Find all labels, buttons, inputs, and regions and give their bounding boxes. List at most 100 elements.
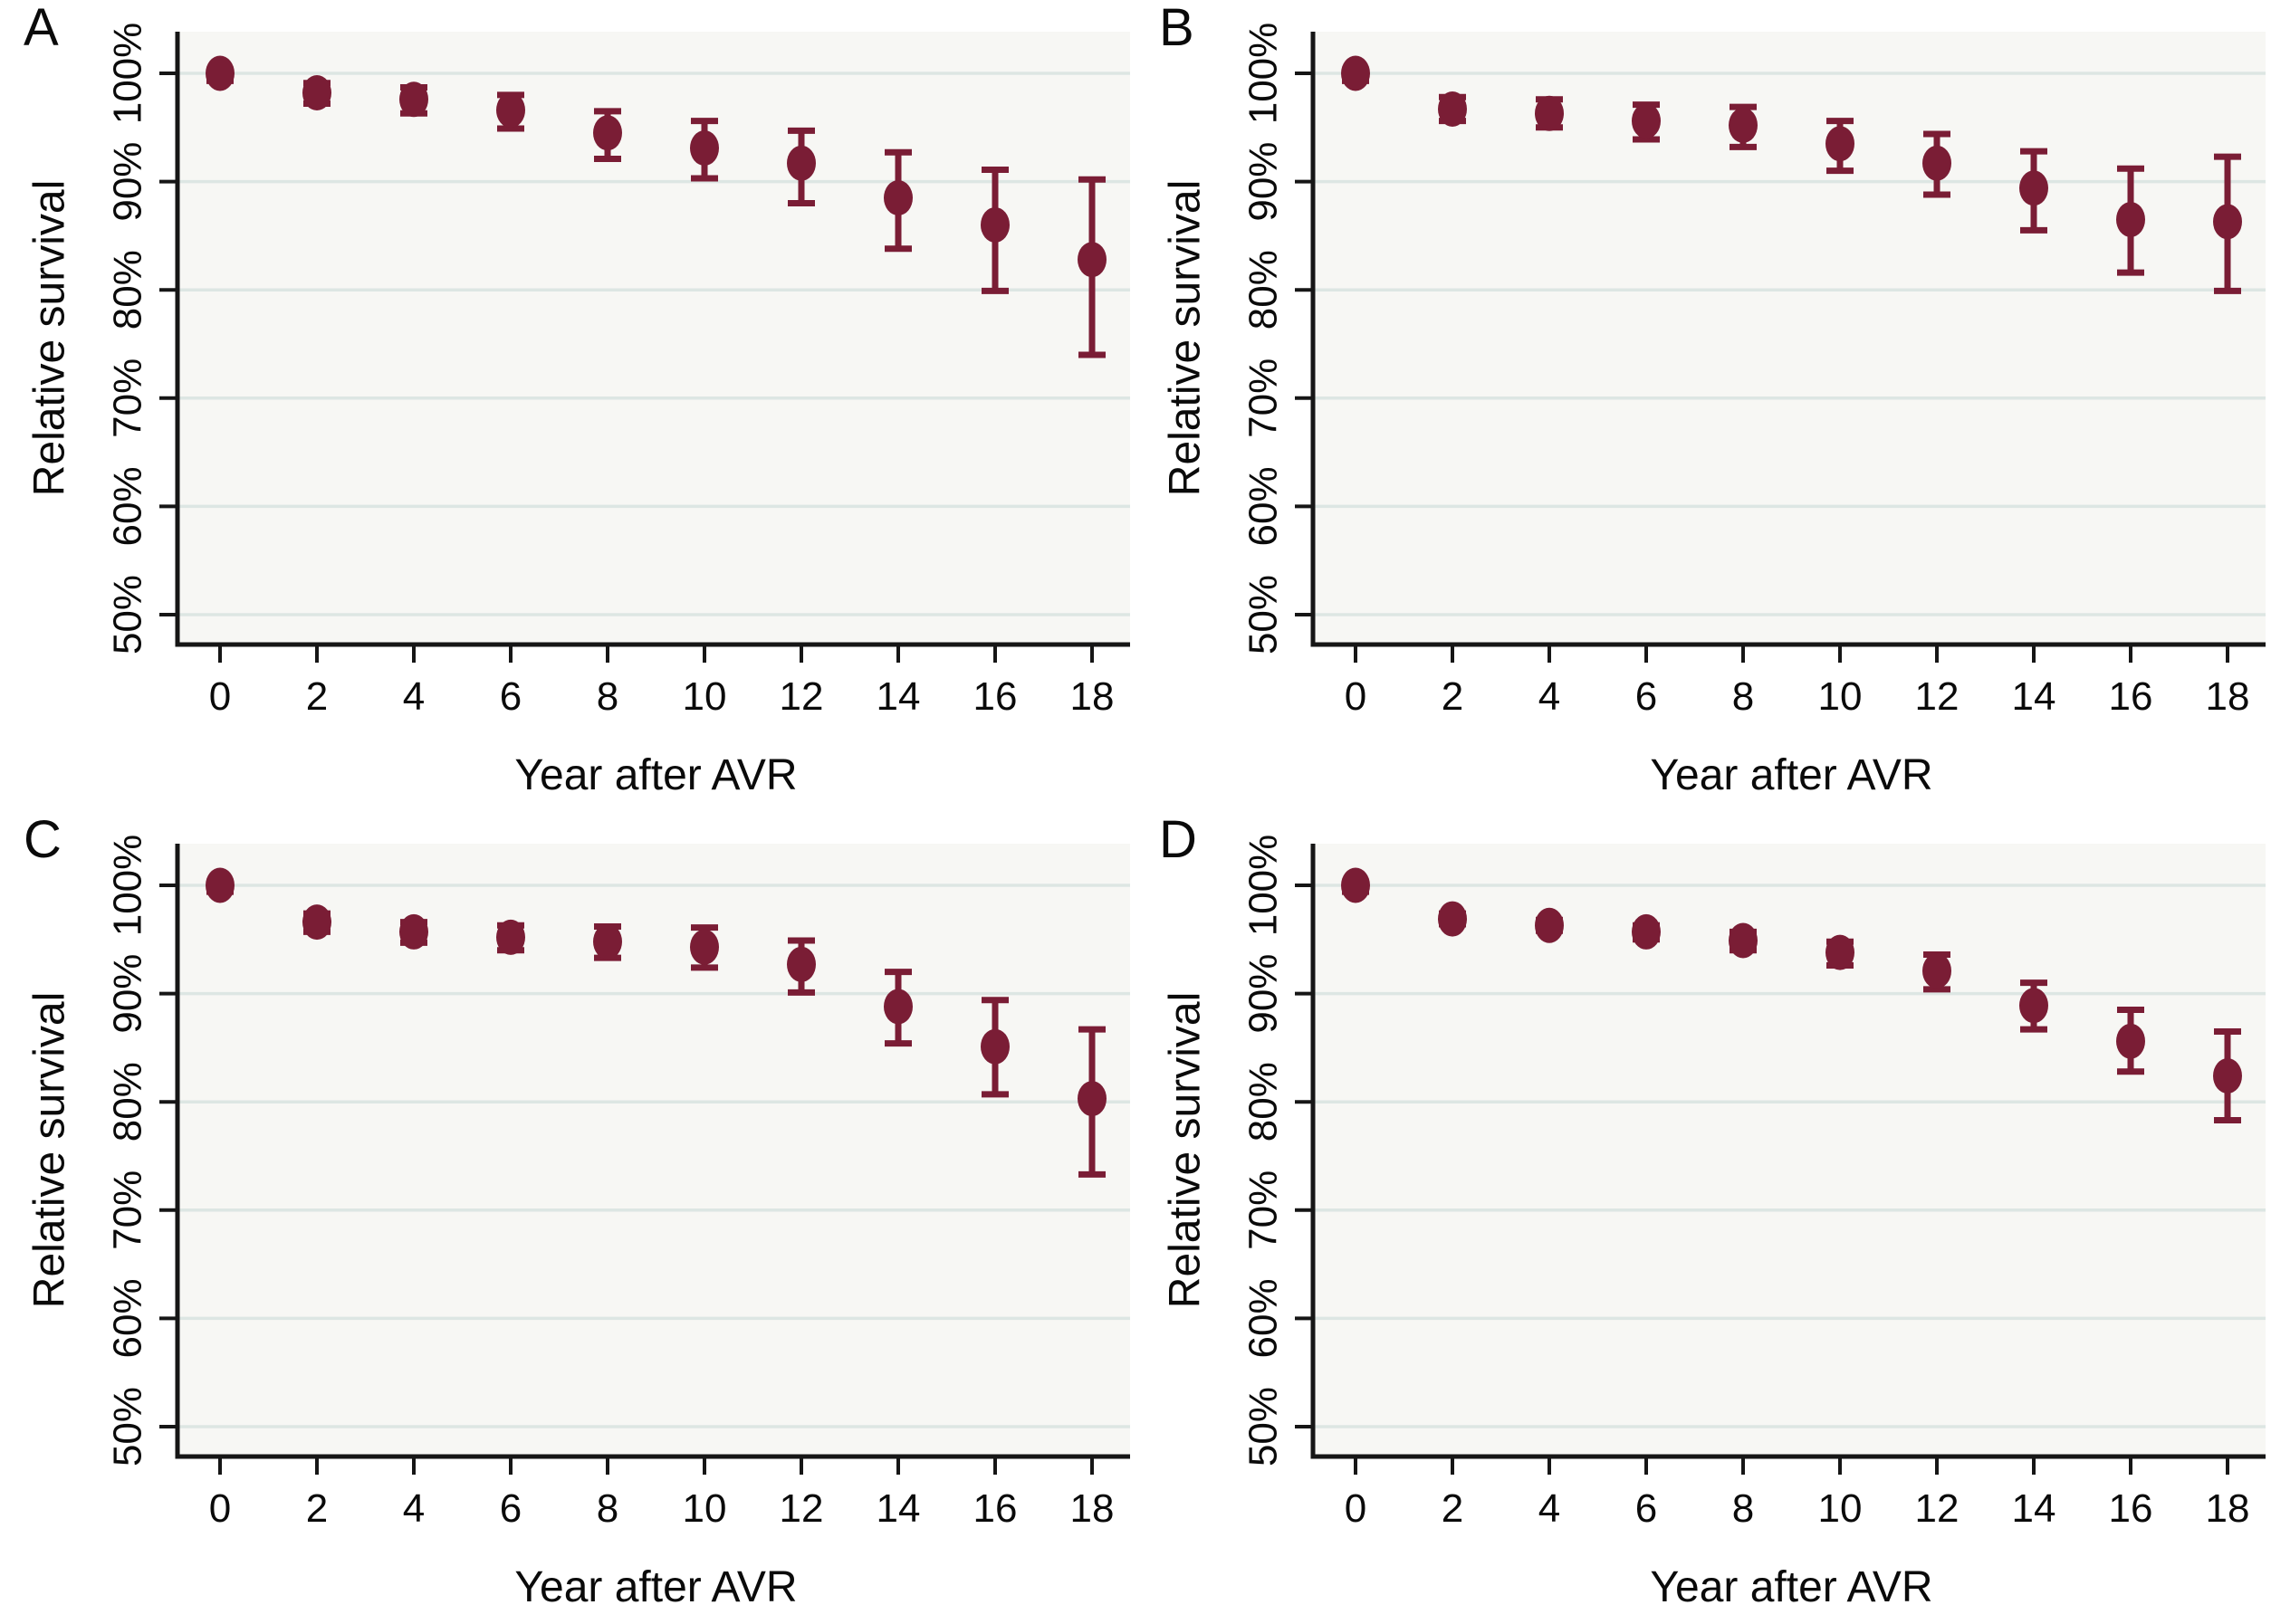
x-tick-label: 6 <box>1635 1486 1657 1531</box>
plot-area <box>177 32 1130 645</box>
x-tick-label: 14 <box>877 674 921 719</box>
x-axis-ticks: 0 2 4 6 8 10 12 14 16 18 <box>209 1457 1115 1531</box>
data-point <box>1729 922 1758 959</box>
x-tick-label: 16 <box>2109 1486 2153 1531</box>
x-axis-ticks: 0 2 4 6 8 10 12 14 16 18 <box>1345 645 2250 719</box>
data-point <box>1535 95 1564 131</box>
x-tick-label: 10 <box>683 1486 727 1531</box>
y-axis-title: Relative survival <box>26 180 74 496</box>
x-tick-label: 6 <box>500 674 522 719</box>
x-tick-label: 8 <box>597 674 618 719</box>
x-tick-label: 2 <box>306 674 328 719</box>
x-tick-label: 12 <box>1915 1486 1960 1531</box>
y-tick-label: 100% <box>106 835 150 937</box>
x-tick-label: 18 <box>1070 674 1115 719</box>
data-point <box>1922 952 1951 989</box>
data-point <box>690 929 719 965</box>
data-point <box>593 923 622 960</box>
y-axis-title: Relative survival <box>26 992 74 1308</box>
y-tick-label: 80% <box>1241 1062 1286 1142</box>
y-axis-title: Relative survival <box>1162 180 1210 496</box>
axes <box>1310 844 2266 1459</box>
y-tick-label: 100% <box>1241 835 1286 937</box>
gridlines <box>177 72 1130 616</box>
y-axis-ticks: 50% 60% 70% 80% 90% 100% <box>106 23 177 654</box>
gridlines <box>1313 72 2266 616</box>
data-point <box>1632 103 1661 139</box>
data-point <box>690 130 719 167</box>
data-point <box>981 206 1010 243</box>
panel-d-chart: 50% 60% 70% 80% 90% 100% 0 2 4 6 8 10 12 14 16 18 Relati… <box>1162 835 2266 1611</box>
panel-c-label: C <box>24 810 62 869</box>
y-tick-label: 50% <box>1241 575 1286 654</box>
x-tick-label: 10 <box>1818 1486 1863 1531</box>
x-tick-label: 18 <box>1070 1486 1115 1531</box>
y-tick-label: 70% <box>106 1170 150 1250</box>
x-tick-label: 10 <box>1818 674 1863 719</box>
data-point <box>2019 988 2048 1024</box>
data-point <box>1922 145 1951 181</box>
data-point <box>787 145 816 181</box>
x-tick-label: 12 <box>780 674 824 719</box>
panel-a-label: A <box>24 0 59 57</box>
y-tick-label: 70% <box>1241 358 1286 438</box>
data-point <box>206 867 235 903</box>
x-tick-label: 12 <box>1915 674 1960 719</box>
y-tick-label: 80% <box>106 250 150 330</box>
data-point <box>1632 913 1661 950</box>
data-point <box>2213 204 2242 240</box>
data-point <box>1078 1081 1107 1117</box>
y-tick-label: 100% <box>1241 23 1286 125</box>
y-axis-ticks: 50% 60% 70% 80% 90% 100% <box>1241 23 1313 654</box>
x-tick-label: 0 <box>1345 674 1366 719</box>
y-tick-label: 70% <box>106 358 150 438</box>
x-axis-ticks: 0 2 4 6 8 10 12 14 16 18 <box>209 645 1115 719</box>
x-tick-label: 6 <box>1635 674 1657 719</box>
data-point <box>1825 934 1854 970</box>
y-tick-label: 60% <box>106 466 150 546</box>
panel-c-chart: 50% 60% 70% 80% 90% 100% 0 2 4 6 8 10 12 14 16 18 Relati… <box>26 835 1130 1611</box>
data-point <box>1438 901 1467 937</box>
plot-area <box>177 844 1130 1457</box>
x-tick-label: 8 <box>597 1486 618 1531</box>
data-point <box>981 1028 1010 1065</box>
x-tick-label: 18 <box>2206 1486 2250 1531</box>
y-tick-label: 90% <box>106 954 150 1034</box>
data-point <box>206 55 235 91</box>
y-axis-ticks: 50% 60% 70% 80% 90% 100% <box>1241 835 1313 1466</box>
data-point <box>496 919 525 955</box>
x-axis-title: Year after AVR <box>514 751 797 799</box>
y-axis-title: Relative survival <box>1162 992 1210 1308</box>
panel-d-label: D <box>1159 810 1197 869</box>
x-tick-label: 4 <box>1538 1486 1560 1531</box>
panel-b: B 50% 60% 70% 80% 90% 100% 0 2 4 6 8 10 12 14 16 18 Rela… <box>1136 0 2271 812</box>
data-point <box>1078 242 1107 278</box>
x-axis-title: Year after AVR <box>1650 751 1932 799</box>
axes <box>175 32 1130 647</box>
x-tick-label: 10 <box>683 674 727 719</box>
x-tick-label: 2 <box>1442 1486 1463 1531</box>
plot-area <box>1313 844 2266 1457</box>
y-tick-label: 50% <box>106 575 150 654</box>
y-tick-label: 60% <box>1241 1278 1286 1358</box>
data-points <box>206 55 1107 278</box>
panel-b-chart: 50% 60% 70% 80% 90% 100% 0 2 4 6 8 10 12 14 16 18 Relati… <box>1162 23 2266 799</box>
x-tick-label: 4 <box>403 674 425 719</box>
y-tick-label: 90% <box>106 142 150 222</box>
panel-b-label: B <box>1159 0 1194 57</box>
y-tick-label: 50% <box>106 1387 150 1466</box>
data-point <box>302 904 331 941</box>
axes <box>1310 32 2266 647</box>
y-tick-label: 90% <box>1241 142 1286 222</box>
x-tick-label: 16 <box>973 674 1018 719</box>
axes <box>175 844 1130 1459</box>
x-tick-label: 4 <box>403 1486 425 1531</box>
y-tick-label: 50% <box>1241 1387 1286 1466</box>
x-tick-label: 18 <box>2206 674 2250 719</box>
y-tick-label: 80% <box>106 1062 150 1142</box>
panel-a-chart: 50% 60% 70% 80% 90% 100% 0 2 4 6 8 10 12 14 16 18 Relati… <box>26 23 1130 799</box>
data-point <box>302 75 331 111</box>
x-tick-label: 14 <box>2012 674 2056 719</box>
y-tick-label: 90% <box>1241 954 1286 1034</box>
x-tick-label: 0 <box>209 1486 231 1531</box>
